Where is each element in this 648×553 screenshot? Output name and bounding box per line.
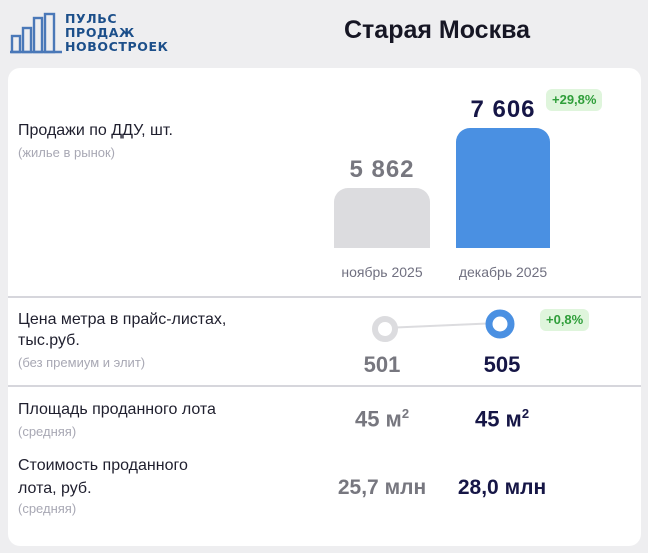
bar-value-december: 7 606 (470, 96, 536, 123)
area-unit-sup: 2 (401, 406, 410, 421)
cost-label-line-1: Стоимость проданного (18, 457, 188, 474)
month-label-december: декабрь 2025 (458, 264, 548, 280)
price-trend-line (383, 322, 500, 329)
area-label: Площадь проданного лота (18, 401, 216, 418)
price-label-line-2: тыс.руб. (18, 332, 80, 349)
sales-sublabel: (жилье в рынок) (18, 145, 116, 160)
page-title: Старая Москва (344, 16, 531, 44)
price-label-line-1: Цена метра в прайс-листах, (18, 311, 227, 328)
divider (8, 385, 641, 387)
logo-line-2: ПРОДАЖ (65, 25, 135, 40)
price-sublabel: (без премиум и элит) (18, 355, 146, 370)
sales-label: Продажи по ДДУ, шт. (18, 122, 173, 139)
area-sublabel: (средняя) (18, 424, 77, 439)
bar-december (456, 128, 550, 248)
divider (8, 296, 641, 298)
price-value-november: 501 (363, 352, 401, 377)
bar-november (334, 188, 430, 248)
area-value-november: 45 м2 (334, 406, 430, 432)
area-unit-sup: 2 (521, 406, 530, 421)
bar-value-november: 5 862 (349, 156, 415, 183)
area-value-december: 45 м2 (454, 406, 550, 432)
price-dot-december-icon (485, 309, 515, 339)
buildings-logo-icon (10, 12, 62, 54)
logo: ПУЛЬС ПРОДАЖ НОВОСТРОЕК (10, 12, 180, 56)
area-value-december-text: 45 м (474, 406, 522, 432)
area-value-november-text: 45 м (354, 406, 402, 432)
logo-line-1: ПУЛЬС (65, 11, 118, 26)
cost-value-december: 28,0 млн (457, 476, 547, 499)
cost-sublabel: (средняя) (18, 501, 77, 516)
price-dot-november-icon (372, 316, 398, 342)
logo-line-3: НОВОСТРОЕК (65, 39, 169, 54)
logo-text: ПУЛЬС ПРОДАЖ НОВОСТРОЕК (65, 12, 169, 54)
price-value-december: 505 (483, 352, 521, 377)
price-change-badge: +0,8% (540, 309, 590, 331)
cost-value-november: 25,7 млн (337, 476, 427, 499)
header: ПУЛЬС ПРОДАЖ НОВОСТРОЕК Старая Москва (0, 0, 648, 62)
cost-label-line-2: лота, руб. (18, 480, 92, 497)
month-label-november: ноябрь 2025 (341, 264, 423, 280)
sales-change-badge: +29,8% (546, 89, 603, 111)
stats-card: Продажи по ДДУ, шт. (жилье в рынок) 5 86… (8, 68, 641, 546)
